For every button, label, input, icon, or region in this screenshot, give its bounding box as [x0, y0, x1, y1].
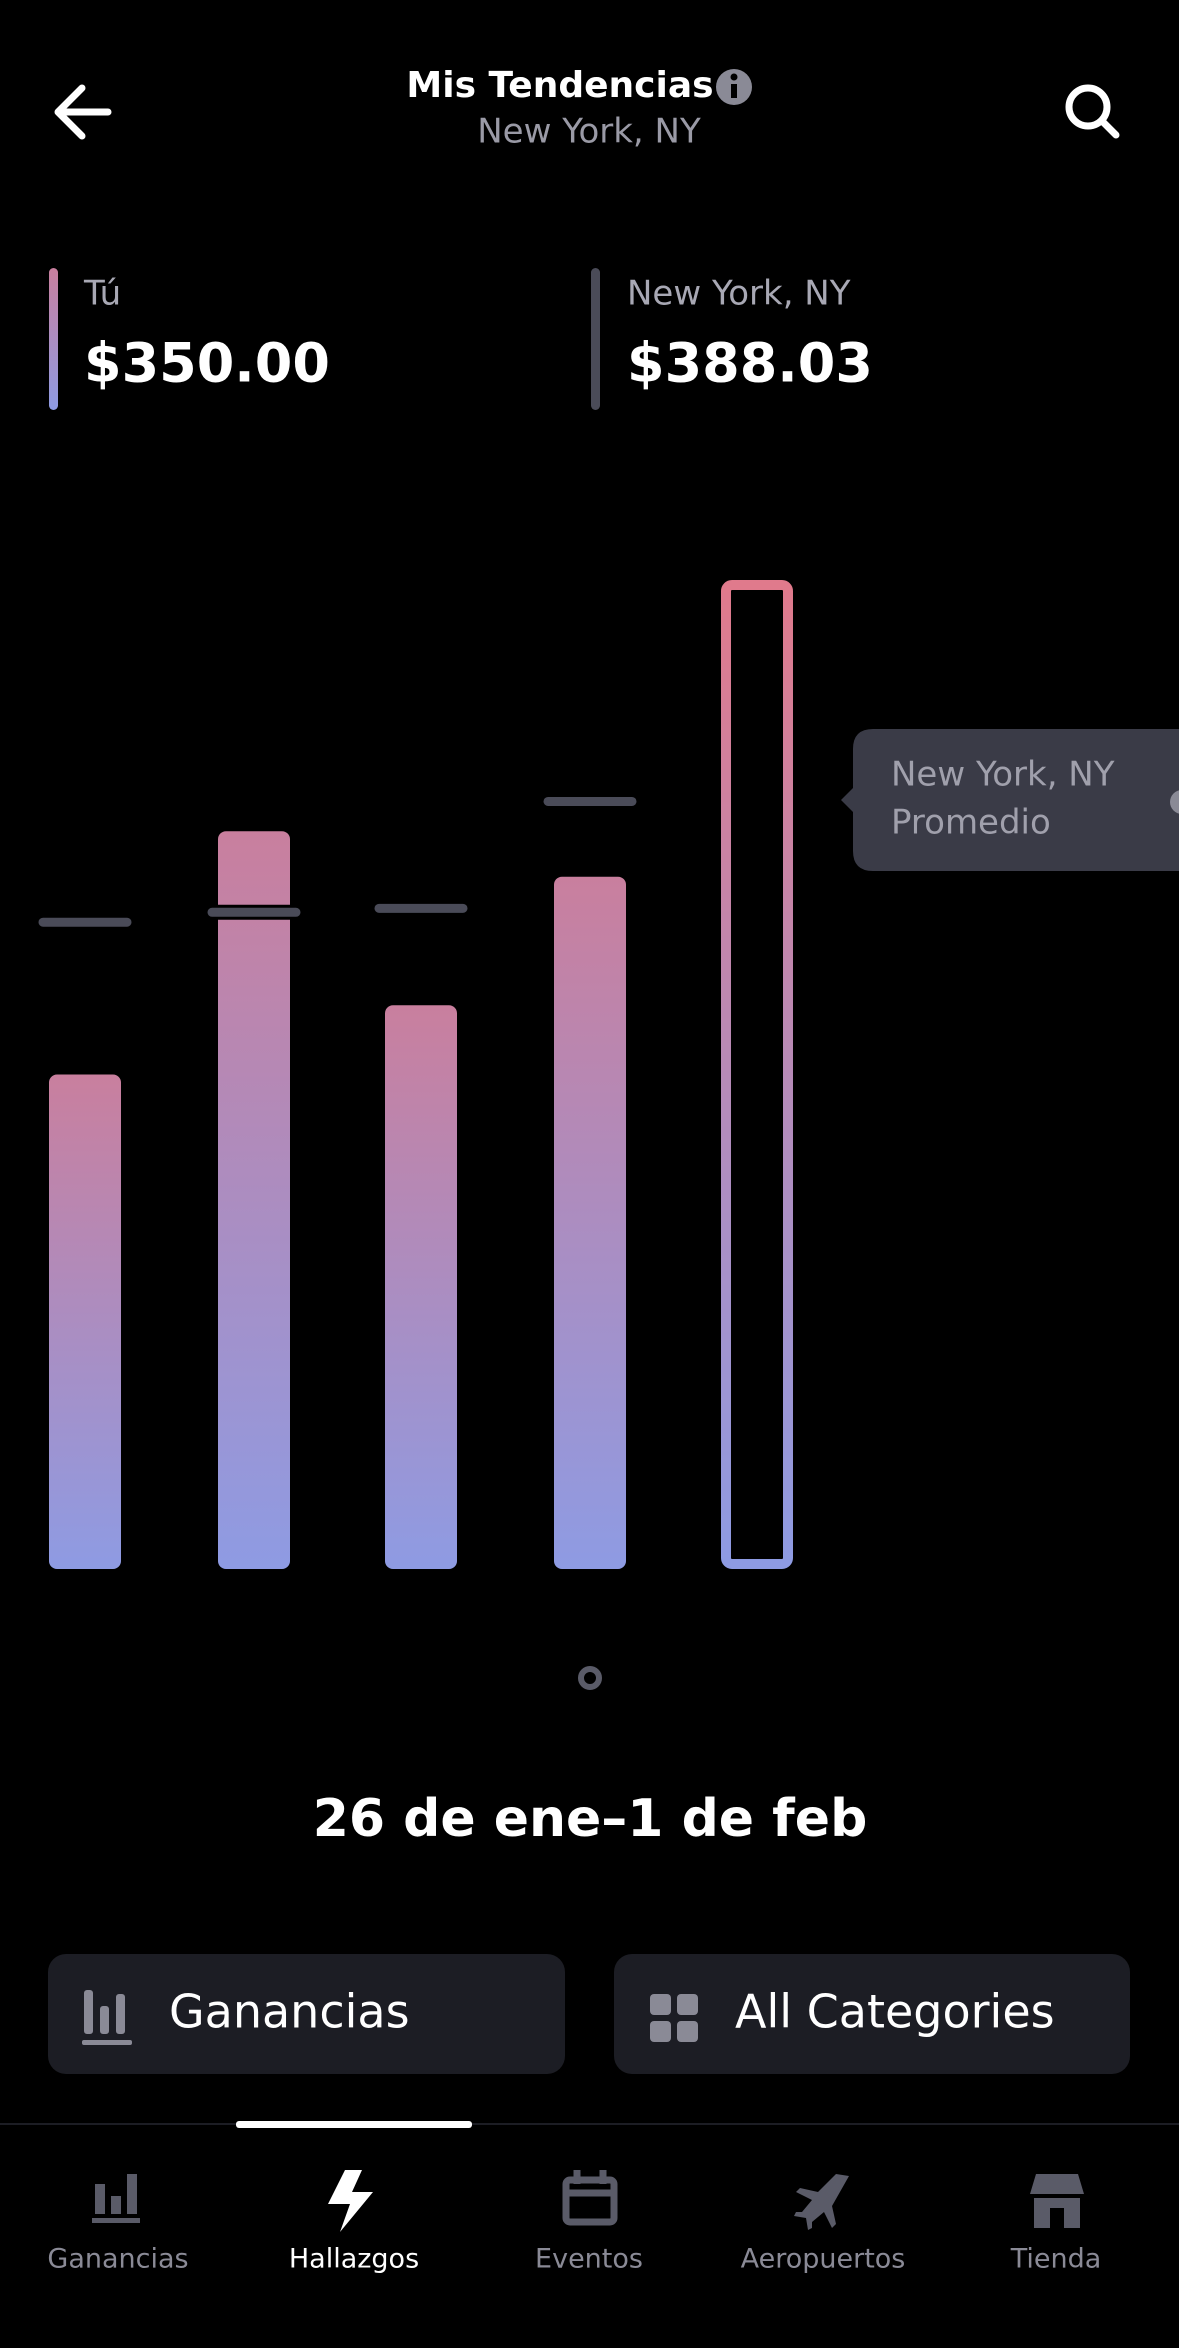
grid-icon: [650, 1994, 698, 2042]
average-marker: [540, 793, 640, 809]
page-indicator: [578, 1666, 602, 1690]
tooltip-text: Promedio: [891, 803, 1051, 843]
nav-icon: [1030, 2174, 1084, 2228]
legend-swatch: [49, 268, 58, 410]
search-button[interactable]: [1065, 84, 1120, 139]
nav-label[interactable]: Hallazgos: [289, 2244, 419, 2275]
average-marker: [204, 904, 304, 920]
filter-button[interactable]: [614, 1954, 1130, 2074]
legend-swatch: [591, 268, 600, 410]
tooltip-text: New York, NY: [891, 755, 1115, 795]
average-marker: [35, 914, 135, 930]
nav-label[interactable]: Aeropuertos: [741, 2244, 906, 2275]
nav-bar: Ganancias Hallazgos Eventos Aeropuertos Tien…: [47, 2121, 1101, 2275]
summary-value: $350.00: [84, 332, 330, 395]
back-button[interactable]: [54, 84, 112, 140]
nav-indicator: [236, 2121, 472, 2128]
nav-icon: [92, 2174, 140, 2223]
filter-label: Ganancias: [169, 1985, 410, 2039]
nav-label[interactable]: Tienda: [1010, 2244, 1102, 2275]
summary-value: $388.03: [627, 332, 873, 395]
summary-label: Tú: [83, 274, 121, 314]
nav-label[interactable]: Ganancias: [47, 2244, 188, 2275]
bar[interactable]: [49, 1074, 121, 1570]
date-range: 26 de ene–1 de feb: [313, 1789, 868, 1849]
info-icon[interactable]: [716, 69, 752, 105]
nav-icon: [794, 2174, 849, 2230]
bar[interactable]: [554, 876, 626, 1569]
nav-icon: [328, 2170, 373, 2232]
bar[interactable]: [721, 580, 793, 1569]
bar[interactable]: [385, 1005, 457, 1569]
nav-label[interactable]: Eventos: [535, 2244, 643, 2275]
filter-button[interactable]: [48, 1954, 565, 2074]
average-marker: [371, 900, 471, 916]
bar[interactable]: [218, 831, 290, 1569]
chart: [35, 580, 793, 1570]
chart-icon: [82, 1990, 132, 2045]
filter-label: All Categories: [735, 1985, 1055, 2039]
title: Mis Tendencias: [406, 65, 713, 106]
nav-divider: [0, 2123, 1179, 2125]
summary-label: New York, NY: [627, 274, 851, 314]
nav-icon: [562, 2170, 618, 2226]
tooltip: [841, 729, 1179, 871]
subtitle: New York, NY: [477, 112, 701, 152]
